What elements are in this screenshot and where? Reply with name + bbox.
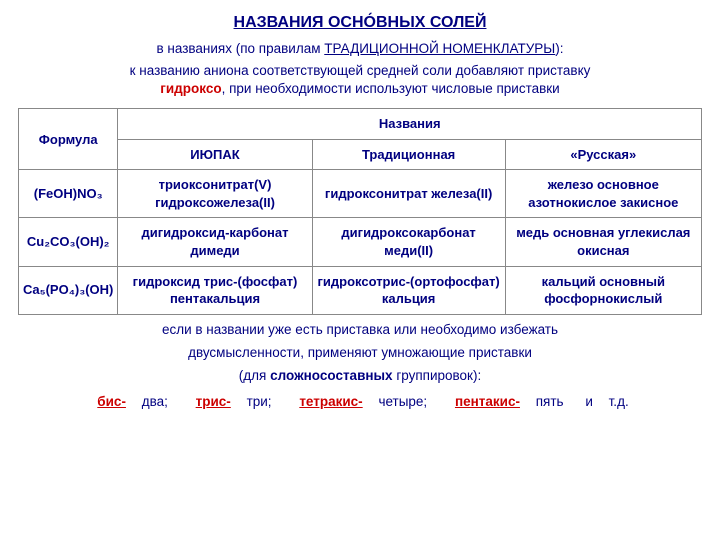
cell-iupac: дигидроксид-карбонат димеди xyxy=(118,218,312,266)
note-line1: если в названии уже есть приставка или н… xyxy=(162,322,558,337)
cell-formula: (FeOH)NO₃ xyxy=(19,170,118,218)
th-iupac: ИЮПАК xyxy=(118,139,312,170)
footnote: если в названии уже есть приставка или н… xyxy=(18,319,702,388)
note-3a: (для xyxy=(239,368,270,383)
prefixes-list: бис- два; трис- три; тетракис- четыре; п… xyxy=(18,393,702,411)
subtitle-end: ): xyxy=(555,41,563,56)
table-row: Cu₂CO₃(OH)₂ дигидроксид-карбонат димеди … xyxy=(19,218,702,266)
prefix-tet-txt: четыре; xyxy=(375,394,428,409)
description: к названию аниона соответствующей средне… xyxy=(18,62,702,98)
prefix-tet-hl: тетракис- xyxy=(299,394,362,409)
th-formula: Формула xyxy=(19,109,118,170)
table-row: (FeOH)NO₃ триоксонитрат(V) гидроксожелез… xyxy=(19,170,702,218)
prefix-tris: трис- три; xyxy=(190,394,278,409)
prefix-bis-hl: бис- xyxy=(97,394,126,409)
cell-rus: кальций основный фосфорнокислый xyxy=(505,266,701,314)
note-3b: сложносоставных xyxy=(270,368,392,383)
cell-rus: медь основная углекислая окисная xyxy=(505,218,701,266)
th-trad: Традиционная xyxy=(312,139,505,170)
prefix-etc: т.д. xyxy=(609,394,629,409)
desc-line1: к названию аниона соответствующей средне… xyxy=(130,63,591,78)
prefix-tetrakis: тетракис- четыре; xyxy=(293,394,433,409)
subtitle-mid: (по правилам xyxy=(236,41,325,56)
cell-formula: Ca₅(PO₄)₃(OH) xyxy=(19,266,118,314)
prefix-bis-txt: два; xyxy=(138,394,168,409)
th-names: Названия xyxy=(118,109,702,140)
subtitle: в названиях (по правилам ТРАДИЦИОННОЙ НО… xyxy=(18,40,702,58)
prefix-tris-txt: три; xyxy=(243,394,272,409)
prefix-pen-txt: пять xyxy=(532,394,564,409)
prefix-and: и xyxy=(585,394,593,409)
prefix-bis: бис- два; xyxy=(91,394,174,409)
cell-trad: дигидроксокарбонат меди(II) xyxy=(312,218,505,266)
cell-formula: Cu₂CO₃(OH)₂ xyxy=(19,218,118,266)
cell-rus: железо основное азотнокислое закисное xyxy=(505,170,701,218)
nomenclature-link[interactable]: ТРАДИЦИОННОЙ НОМЕНКЛАТУРЫ xyxy=(324,41,555,56)
page-title: НАЗВАНИЯ ОСНО́ВНЫХ СОЛЕЙ xyxy=(18,12,702,34)
cell-iupac: гидроксид трис-(фосфат) пентакальция xyxy=(118,266,312,314)
th-rus: «Русская» xyxy=(505,139,701,170)
table-row: Ca₅(PO₄)₃(OH) гидроксид трис-(фосфат) пе… xyxy=(19,266,702,314)
cell-trad: гидроксотрис-(ортофосфат) кальция xyxy=(312,266,505,314)
note-line2: двусмысленности, применяют умножающие пр… xyxy=(188,345,532,360)
note-3c: группировок): xyxy=(393,368,482,383)
desc-highlight: гидроксо xyxy=(160,81,221,96)
prefix-pentakis: пентакис- пять xyxy=(449,394,570,409)
prefix-pen-hl: пентакис- xyxy=(455,394,520,409)
cell-trad: гидроксонитрат железа(II) xyxy=(312,170,505,218)
cell-iupac: триоксонитрат(V) гидроксожелеза(II) xyxy=(118,170,312,218)
table-header-row: Формула Названия xyxy=(19,109,702,140)
prefix-tris-hl: трис- xyxy=(196,394,231,409)
desc-line2: , при необходимости используют числовые … xyxy=(222,81,560,96)
table-subheader-row: ИЮПАК Традиционная «Русская» xyxy=(19,139,702,170)
salts-table: Формула Названия ИЮПАК Традиционная «Рус… xyxy=(18,108,702,314)
subtitle-prefix: в названиях xyxy=(156,41,235,56)
